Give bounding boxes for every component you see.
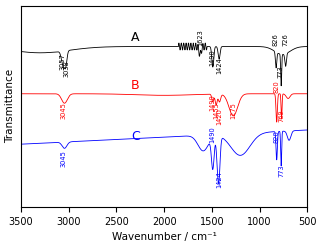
Text: 1623: 1623 bbox=[197, 29, 203, 46]
Text: 3057: 3057 bbox=[60, 53, 66, 70]
Text: 1420: 1420 bbox=[217, 108, 223, 125]
Text: 3045: 3045 bbox=[61, 151, 67, 167]
Text: 820: 820 bbox=[273, 80, 279, 93]
Text: 1490: 1490 bbox=[210, 50, 216, 66]
Text: 1275: 1275 bbox=[231, 102, 237, 119]
Text: 1490: 1490 bbox=[210, 127, 216, 143]
Text: 1424: 1424 bbox=[216, 171, 222, 188]
Text: A: A bbox=[131, 31, 139, 44]
Text: 773: 773 bbox=[278, 65, 284, 78]
X-axis label: Wavenumber / cm⁻¹: Wavenumber / cm⁻¹ bbox=[112, 232, 217, 243]
Text: 726: 726 bbox=[283, 33, 289, 46]
Text: 773: 773 bbox=[278, 165, 284, 177]
Text: 826: 826 bbox=[273, 33, 279, 46]
Text: 1424: 1424 bbox=[216, 58, 222, 74]
Text: 1490: 1490 bbox=[210, 94, 216, 111]
Text: 1455: 1455 bbox=[213, 102, 219, 119]
Text: C: C bbox=[131, 130, 139, 143]
Text: B: B bbox=[131, 79, 139, 92]
Text: 769: 769 bbox=[279, 110, 285, 122]
Text: 820: 820 bbox=[273, 131, 279, 143]
Y-axis label: Transmittance: Transmittance bbox=[5, 69, 15, 143]
Text: 3045: 3045 bbox=[61, 102, 67, 119]
Text: 3038: 3038 bbox=[63, 61, 69, 77]
